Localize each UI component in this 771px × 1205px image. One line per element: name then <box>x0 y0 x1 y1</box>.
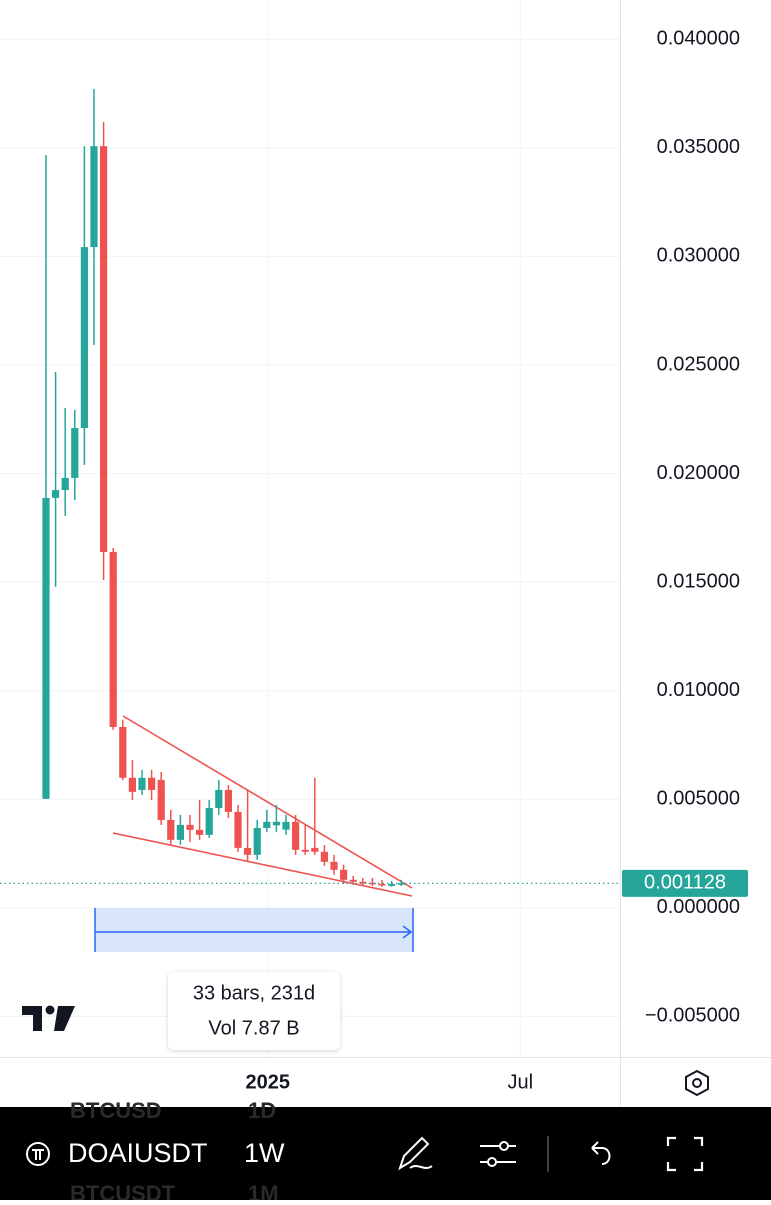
measure-bars: 33 bars, 231d <box>193 982 315 1004</box>
last-price-badge <box>622 869 748 897</box>
candle-body <box>61 477 69 491</box>
candle-body <box>388 883 396 886</box>
logo[interactable] <box>22 1005 75 1032</box>
candle-body <box>119 726 127 778</box>
candle-body <box>176 824 184 840</box>
candle-body <box>243 847 252 855</box>
y-tick-label: 0.015000 <box>657 570 740 592</box>
last-price-label: 0.001128 <box>644 872 726 894</box>
fullscreen-icon[interactable] <box>666 1136 704 1172</box>
tooltip-box <box>168 972 340 1050</box>
candle-body <box>128 777 136 792</box>
candle-body <box>301 849 309 852</box>
measure-arrowhead <box>402 925 413 939</box>
settings-icon[interactable] <box>685 1069 709 1097</box>
y-tick-label: 0.010000 <box>657 679 740 701</box>
candle-body <box>157 779 165 820</box>
candle-body <box>215 789 223 808</box>
indicators-icon[interactable] <box>480 1141 516 1167</box>
toolbar-background <box>0 1107 771 1200</box>
candle-body <box>205 807 213 835</box>
y-tick-label: −0.005000 <box>645 1005 740 1027</box>
x-tick-label: Jul <box>507 1071 533 1093</box>
ghost-interval: 1M <box>248 1181 279 1200</box>
candle-body <box>51 490 60 498</box>
candle-body <box>42 497 50 799</box>
candle-body <box>397 883 405 885</box>
candles <box>42 89 405 887</box>
y-tick-label: 0.005000 <box>657 788 740 810</box>
candle-body <box>195 829 204 835</box>
candle-body <box>90 146 98 248</box>
y-tick-label: 0.000000 <box>657 896 740 918</box>
symbol-icon[interactable] <box>26 1142 50 1166</box>
y-tick-label: 0.035000 <box>657 136 740 158</box>
candle-body <box>320 851 329 862</box>
ghost-symbol: BTCUSD <box>70 1098 162 1123</box>
measure-range[interactable] <box>95 908 413 952</box>
candle-body <box>359 881 367 884</box>
y-tick-label: 0.025000 <box>657 353 740 375</box>
candle-body <box>80 247 88 428</box>
candle-body <box>378 883 386 886</box>
candle-body <box>282 821 290 830</box>
candle-body <box>147 777 156 790</box>
ghost-interval: 1D <box>248 1098 276 1123</box>
undo-icon[interactable] <box>591 1141 611 1165</box>
symbol[interactable]: DOAIUSDT <box>68 1138 208 1168</box>
candle-body <box>167 819 175 840</box>
candle-body <box>186 824 194 830</box>
candle-body <box>311 847 319 852</box>
candle-body <box>138 777 146 790</box>
candle-body <box>330 861 338 870</box>
candle-body <box>71 427 79 478</box>
y-tick-label: 0.030000 <box>657 245 740 267</box>
candle-body <box>272 821 280 826</box>
trend-line[interactable] <box>122 715 413 889</box>
measure-volume: Vol 7.87 B <box>208 1017 299 1039</box>
candle-body <box>263 821 271 828</box>
y-tick-label: 0.020000 <box>657 462 740 484</box>
y-tick-label: 0.040000 <box>657 28 740 50</box>
candle-body <box>99 146 108 552</box>
candle-body <box>291 821 300 850</box>
interval[interactable]: 1W <box>244 1138 285 1168</box>
drawings <box>94 715 414 952</box>
candle-body <box>349 879 357 882</box>
toolbar: BTCUSD 1D BTCUSDT 1M DOAIUSDT 1W <box>0 1098 771 1205</box>
draw-icon[interactable] <box>398 1136 433 1171</box>
candle-body <box>224 789 232 812</box>
tooltip: 33 bars, 231d Vol 7.87 B <box>168 972 340 1050</box>
x-tick-label: 2025 <box>246 1071 291 1093</box>
candle-body <box>109 551 117 727</box>
ghost-symbol: BTCUSDT <box>70 1181 176 1200</box>
candle-body <box>340 869 348 880</box>
candle-body <box>368 882 377 885</box>
candle-body <box>234 811 242 848</box>
candle-body <box>253 827 261 855</box>
